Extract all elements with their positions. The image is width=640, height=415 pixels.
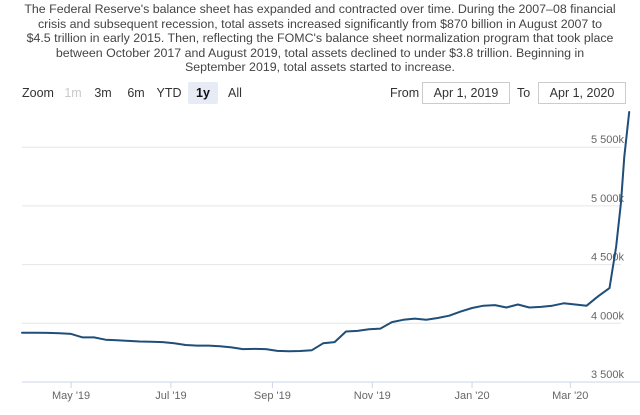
series-line — [21, 111, 631, 353]
x-tick-label: Sep '19 — [254, 390, 291, 402]
description-line: $4.5 trillion in early 2015. Then, refle… — [26, 31, 614, 46]
zoom-3m-button[interactable]: 3m — [94, 86, 112, 100]
x-tick-label: Nov '19 — [354, 390, 391, 402]
x-tick-label: May '19 — [52, 390, 90, 402]
y-tick-label: 3 500k — [591, 369, 625, 381]
zoom-6m-button[interactable]: 6m — [127, 86, 145, 100]
from-label: From — [390, 86, 420, 100]
y-tick-label: 5 500k — [591, 134, 625, 146]
y-tick-label: 5 000k — [591, 193, 625, 205]
zoom-label: Zoom — [22, 86, 54, 100]
to-label: To — [517, 86, 531, 100]
to-date-input[interactable]: Apr 1, 2020 — [538, 82, 626, 104]
description-line: The Federal Reserve's balance sheet has … — [24, 2, 616, 16]
description-line: September 2019, total assets started to … — [185, 60, 455, 75]
y-tick-label: 4 000k — [591, 310, 625, 322]
description-line: between October 2017 and August 2019, to… — [55, 45, 585, 60]
zoom-ytd-button[interactable]: YTD — [156, 86, 182, 100]
x-tick-label: Jan '20 — [454, 390, 489, 402]
zoom-1m-button: 1m — [64, 86, 82, 100]
y-tick-label: 4 500k — [591, 252, 625, 264]
description-line: crisis and subsequent recession, total a… — [37, 16, 603, 31]
chart-description: The Federal Reserve's balance sheet has … — [10, 2, 630, 75]
from-date-input[interactable]: Apr 1, 2019 — [422, 82, 510, 104]
x-tick-label: Mar '20 — [552, 390, 588, 402]
zoom-all-button[interactable]: All — [228, 86, 242, 100]
x-tick-label: Jul '19 — [155, 390, 186, 402]
zoom-1y-button[interactable]: 1y — [188, 82, 218, 104]
